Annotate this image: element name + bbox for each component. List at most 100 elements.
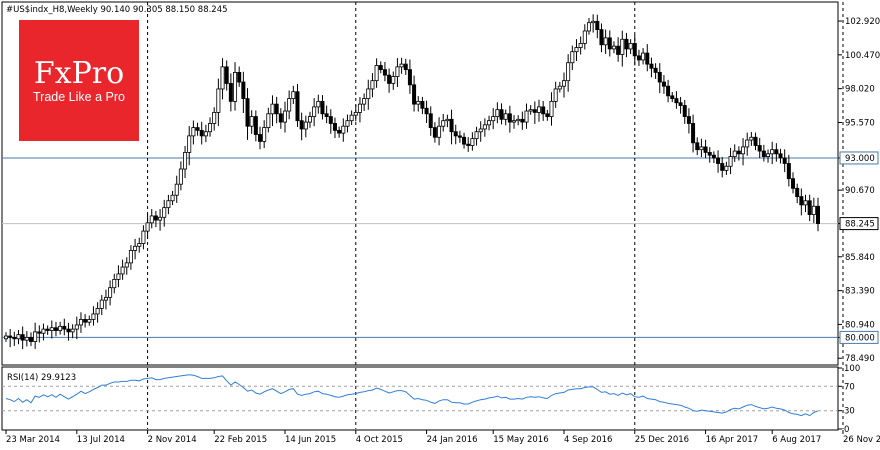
candle-up — [233, 71, 238, 102]
candle-up — [128, 250, 133, 264]
candle-down — [332, 123, 337, 131]
time-tick-label: 14 Jun 2015 — [285, 435, 336, 445]
candle-up — [524, 110, 529, 123]
candle-down — [499, 109, 504, 120]
candle-down — [66, 328, 71, 333]
price-tick-label: 90.670 — [845, 186, 875, 196]
rsi-tick-label: 100 — [844, 364, 860, 374]
time-tick-label: 13 Jul 2014 — [77, 435, 125, 445]
candle-up — [70, 328, 75, 333]
price-tick-label: 98.020 — [845, 85, 875, 95]
candle-up — [78, 319, 83, 326]
candle-up — [266, 113, 271, 129]
candle-down — [682, 105, 687, 117]
candle-down — [195, 127, 200, 131]
candle-up — [124, 262, 129, 268]
candle-up — [120, 266, 125, 275]
candle-up — [724, 165, 729, 171]
candle-up — [482, 124, 487, 130]
candle-down — [761, 150, 766, 157]
rsi-tick-label: 70 — [844, 382, 855, 392]
rsi-line — [5, 374, 819, 417]
candle-down — [387, 74, 392, 84]
candle-down — [795, 187, 800, 198]
candle-down — [595, 20, 600, 31]
candle-down — [532, 109, 537, 113]
candle-down — [607, 37, 612, 50]
candle-up — [112, 279, 117, 289]
candle-up — [187, 135, 192, 153]
candles — [4, 14, 821, 350]
candle-up — [549, 100, 554, 117]
time-tick-label: 26 Nov 2017 — [843, 435, 880, 445]
candle-down — [228, 83, 233, 102]
candle-down — [736, 150, 741, 155]
candle-up — [141, 230, 146, 244]
candle-down — [453, 131, 458, 137]
candle-down — [649, 63, 654, 69]
candle-down — [695, 142, 700, 151]
candle-up — [137, 243, 142, 247]
candle-up — [149, 215, 154, 224]
level-tag — [839, 330, 879, 344]
candle-up — [566, 62, 571, 82]
candle-up — [16, 334, 21, 340]
candle-down — [674, 98, 679, 104]
candle-down — [545, 113, 550, 117]
candle-up — [503, 113, 508, 120]
candle-up — [291, 91, 296, 100]
candle-down — [541, 106, 546, 115]
candle-down — [324, 113, 329, 117]
candle-down — [299, 120, 304, 130]
level-tag — [839, 151, 879, 165]
candle-down — [53, 327, 58, 331]
candle-up — [108, 287, 113, 298]
candle-up — [349, 114, 354, 122]
candle-down — [686, 116, 691, 124]
candle-up — [353, 112, 358, 116]
candle-up — [553, 88, 558, 102]
candle-up — [316, 100, 321, 108]
candle-up — [591, 20, 596, 24]
candle-up — [732, 150, 737, 157]
candle-down — [707, 152, 712, 156]
candle-down — [653, 67, 658, 73]
candle-up — [287, 98, 292, 112]
current-price-tag — [839, 217, 879, 231]
candle-up — [641, 52, 646, 61]
price-tick-label: 93.000 — [845, 154, 875, 164]
fxpro-logo: FxPro Trade Like a Pro — [19, 20, 139, 141]
candle-up — [357, 103, 362, 113]
candle-down — [616, 45, 621, 55]
candle-down — [778, 153, 783, 159]
candle-down — [28, 336, 33, 342]
candle-down — [378, 65, 383, 71]
candle-up — [620, 38, 625, 55]
candle-down — [636, 55, 641, 61]
candle-up — [766, 153, 771, 157]
time-tick-label: 25 Dec 2016 — [635, 435, 689, 445]
candle-up — [282, 110, 287, 123]
price-panel-frame — [1, 1, 839, 366]
candle-up — [745, 139, 750, 148]
time-tick-label: 15 May 2016 — [493, 435, 548, 445]
candle-down — [462, 136, 467, 145]
candle-down — [432, 127, 437, 138]
candle-down — [224, 66, 229, 84]
candle-down — [449, 118, 454, 133]
candle-up — [270, 103, 275, 115]
candle-up — [578, 43, 583, 48]
price-tick-label: 100.470 — [845, 51, 880, 61]
candle-up — [699, 146, 704, 151]
candle-up — [103, 296, 108, 301]
candle-up — [116, 273, 121, 280]
price-tick-label: 80.940 — [845, 320, 875, 330]
candle-down — [407, 69, 412, 86]
candle-up — [366, 88, 371, 100]
candle-up — [557, 85, 562, 90]
logo-name: FxPro — [33, 56, 125, 91]
candle-up — [262, 127, 267, 142]
price-tick-label: 83.390 — [845, 287, 875, 297]
candle-down — [153, 215, 158, 221]
candle-up — [445, 118, 450, 122]
